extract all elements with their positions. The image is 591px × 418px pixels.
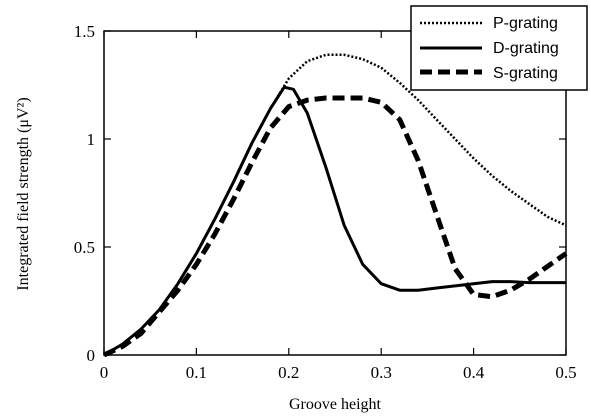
x-tick-label: 0.1 [186,363,207,382]
y-axis-label: Integrated field strength (μV²) [15,97,32,290]
legend-label-d-grating: D-grating [493,40,559,57]
y-tick-label: 0.5 [74,238,95,257]
y-tick-label: 0 [87,346,96,365]
y-tick-label: 1 [87,130,96,149]
series-lines [102,53,568,358]
x-tick-label: 0.4 [463,363,485,382]
legend-label-s-grating: S-grating [493,65,558,82]
y-tick-label: 1.5 [74,22,95,41]
series-line-d-grating [103,85,566,357]
x-tick-label: 0.2 [278,363,299,382]
series-line-s-grating [102,95,568,358]
x-tick-label: 0.5 [555,363,576,382]
axis-tick-labels: 0 0.1 0.2 0.3 0.4 0.5 0 0.5 1 1.5 [74,22,577,382]
x-tick-label: 0.3 [371,363,392,382]
legend-label-p-grating: P-grating [493,15,558,32]
x-tick-label: 0 [100,363,109,382]
legend: P-grating D-grating S-grating [410,5,588,91]
plot-frame [103,30,567,356]
x-axis-label: Groove height [289,396,382,413]
